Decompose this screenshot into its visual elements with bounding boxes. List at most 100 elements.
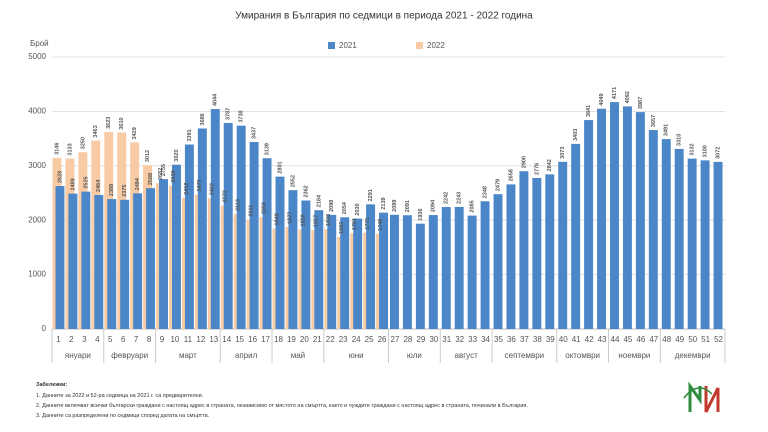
x-tick-label: 8	[147, 335, 152, 344]
note: 3. Данните са разпределени по седмици сп…	[36, 413, 210, 419]
data-label: 2464	[96, 179, 102, 192]
bar	[146, 188, 156, 329]
bar	[236, 125, 246, 329]
data-label: 2184	[316, 194, 322, 207]
x-tick-label: 43	[598, 335, 607, 344]
bar	[597, 108, 607, 329]
data-label: 2291	[368, 189, 374, 201]
bar	[159, 179, 168, 329]
month-label: януари	[65, 351, 91, 360]
x-tick-label: 46	[636, 335, 645, 344]
x-tick-label: 39	[546, 335, 555, 344]
bar	[441, 207, 451, 329]
x-tick-label: 45	[623, 335, 632, 344]
bar	[314, 210, 324, 329]
data-label: 2085	[470, 200, 476, 212]
bar	[622, 106, 632, 329]
data-label: 2479	[495, 179, 501, 191]
data-label: 3738	[239, 110, 245, 122]
bar	[68, 193, 78, 329]
data-label: 3686	[200, 113, 206, 125]
data-label: 1936	[418, 208, 424, 220]
month-label: декември	[675, 351, 711, 360]
bar	[327, 214, 337, 329]
data-label: 2098	[329, 200, 335, 212]
month-label: септември	[505, 351, 544, 360]
x-tick-label: 40	[559, 335, 568, 344]
data-label: 2272	[223, 190, 229, 202]
bar	[94, 194, 104, 329]
x-tick-label: 26	[378, 335, 387, 344]
data-label: 3073	[560, 147, 566, 159]
data-label: 3657	[651, 115, 657, 127]
bar	[340, 217, 350, 329]
data-label: 3623	[106, 117, 112, 129]
y-tick-label: 1000	[28, 270, 46, 279]
data-label: 3250	[80, 137, 86, 149]
x-tick-label: 17	[261, 335, 270, 344]
data-label: 2388	[109, 184, 115, 196]
y-tick-label: 0	[42, 324, 47, 333]
x-tick-label: 19	[287, 335, 296, 344]
x-tick-label: 11	[184, 335, 193, 344]
data-label: 2139	[381, 197, 387, 209]
data-label: 3841	[586, 105, 592, 117]
bar	[171, 164, 181, 329]
data-label: 2054	[342, 201, 348, 214]
y-tick-label: 3000	[28, 161, 46, 170]
x-tick-label: 51	[701, 335, 710, 344]
legend-swatch	[416, 42, 423, 49]
data-label: 4049	[599, 93, 605, 105]
data-label: 2242	[444, 192, 450, 204]
data-label: 1693	[339, 222, 345, 234]
bar	[402, 215, 412, 329]
bar	[379, 212, 388, 329]
x-tick-label: 47	[649, 335, 658, 344]
data-label: 2091	[405, 200, 411, 212]
month-label: април	[235, 351, 258, 360]
bar	[493, 194, 503, 329]
data-label: 1749	[378, 219, 384, 231]
bar	[262, 158, 272, 329]
bar	[687, 158, 697, 329]
data-label: 1817	[313, 215, 319, 227]
data-label: 2362	[303, 185, 309, 197]
bar	[120, 199, 130, 329]
x-tick-label: 6	[121, 335, 126, 344]
bar	[81, 191, 91, 329]
x-tick-label: 24	[352, 335, 361, 344]
data-label: 2658	[508, 169, 514, 181]
data-label: 2094	[431, 199, 437, 212]
bar	[610, 102, 619, 330]
data-label: 2489	[70, 178, 76, 190]
bar	[197, 128, 207, 329]
x-tick-label: 33	[468, 335, 477, 344]
x-tick-label: 31	[442, 335, 451, 344]
x-tick-label: 12	[196, 335, 205, 344]
data-label: 2113	[236, 199, 242, 211]
data-label: 3463	[93, 125, 99, 137]
bar	[454, 206, 464, 329]
x-tick-label: 29	[416, 335, 425, 344]
data-label: 3100	[703, 145, 709, 157]
data-label: 3133	[67, 143, 73, 155]
bar	[648, 130, 658, 329]
bar	[133, 193, 143, 329]
data-label: 2412	[184, 183, 190, 195]
bar	[210, 109, 220, 329]
bar	[674, 148, 684, 329]
bar	[635, 112, 645, 329]
data-label: 3787	[226, 108, 232, 120]
data-label: 3491	[664, 124, 670, 136]
bar	[275, 176, 285, 329]
legend-swatch	[328, 42, 335, 49]
data-label: 2842	[547, 159, 553, 171]
month-label: юни	[349, 351, 364, 360]
bar	[107, 199, 117, 329]
data-label: 2470	[197, 179, 203, 191]
month-label: август	[455, 351, 479, 360]
x-tick-label: 52	[714, 335, 723, 344]
bar	[366, 204, 376, 329]
bar	[415, 223, 425, 329]
